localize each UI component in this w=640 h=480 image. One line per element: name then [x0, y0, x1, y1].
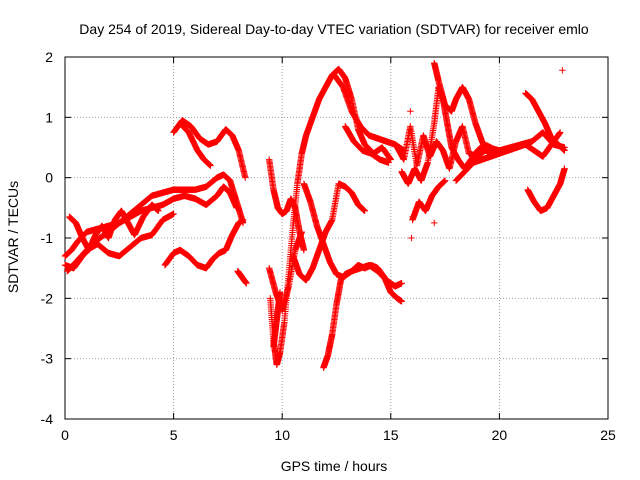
series-track-o	[320, 262, 405, 371]
data-points	[62, 60, 568, 371]
x-tick-label: 15	[383, 427, 399, 443]
y-tick-label: 0	[45, 170, 53, 186]
x-tick-label: 10	[274, 427, 290, 443]
series-track-p	[331, 72, 407, 154]
x-tick-label: 5	[170, 427, 178, 443]
y-tick-label: -2	[41, 290, 54, 306]
y-tick-label: -4	[41, 411, 54, 427]
series-track-d	[66, 202, 161, 254]
series-track-e	[162, 217, 247, 272]
axis-ticks: 0 5 10 15 20 25 -4 -3 -2 -1 0 1 2	[41, 49, 616, 443]
y-tick-label: -1	[41, 230, 54, 246]
y-tick-label: 1	[45, 109, 53, 125]
series-track-h	[234, 268, 249, 286]
x-tick-label: 25	[600, 427, 616, 443]
chart-title: Day 254 of 2019, Sidereal Day-to-day VTE…	[79, 21, 589, 37]
x-tick-label: 0	[61, 427, 69, 443]
sdtvar-chart: Day 254 of 2019, Sidereal Day-to-day VTE…	[0, 0, 640, 480]
y-tick-label: 2	[45, 49, 53, 65]
x-tick-label: 20	[492, 427, 508, 443]
y-tick-label: -3	[41, 351, 54, 367]
